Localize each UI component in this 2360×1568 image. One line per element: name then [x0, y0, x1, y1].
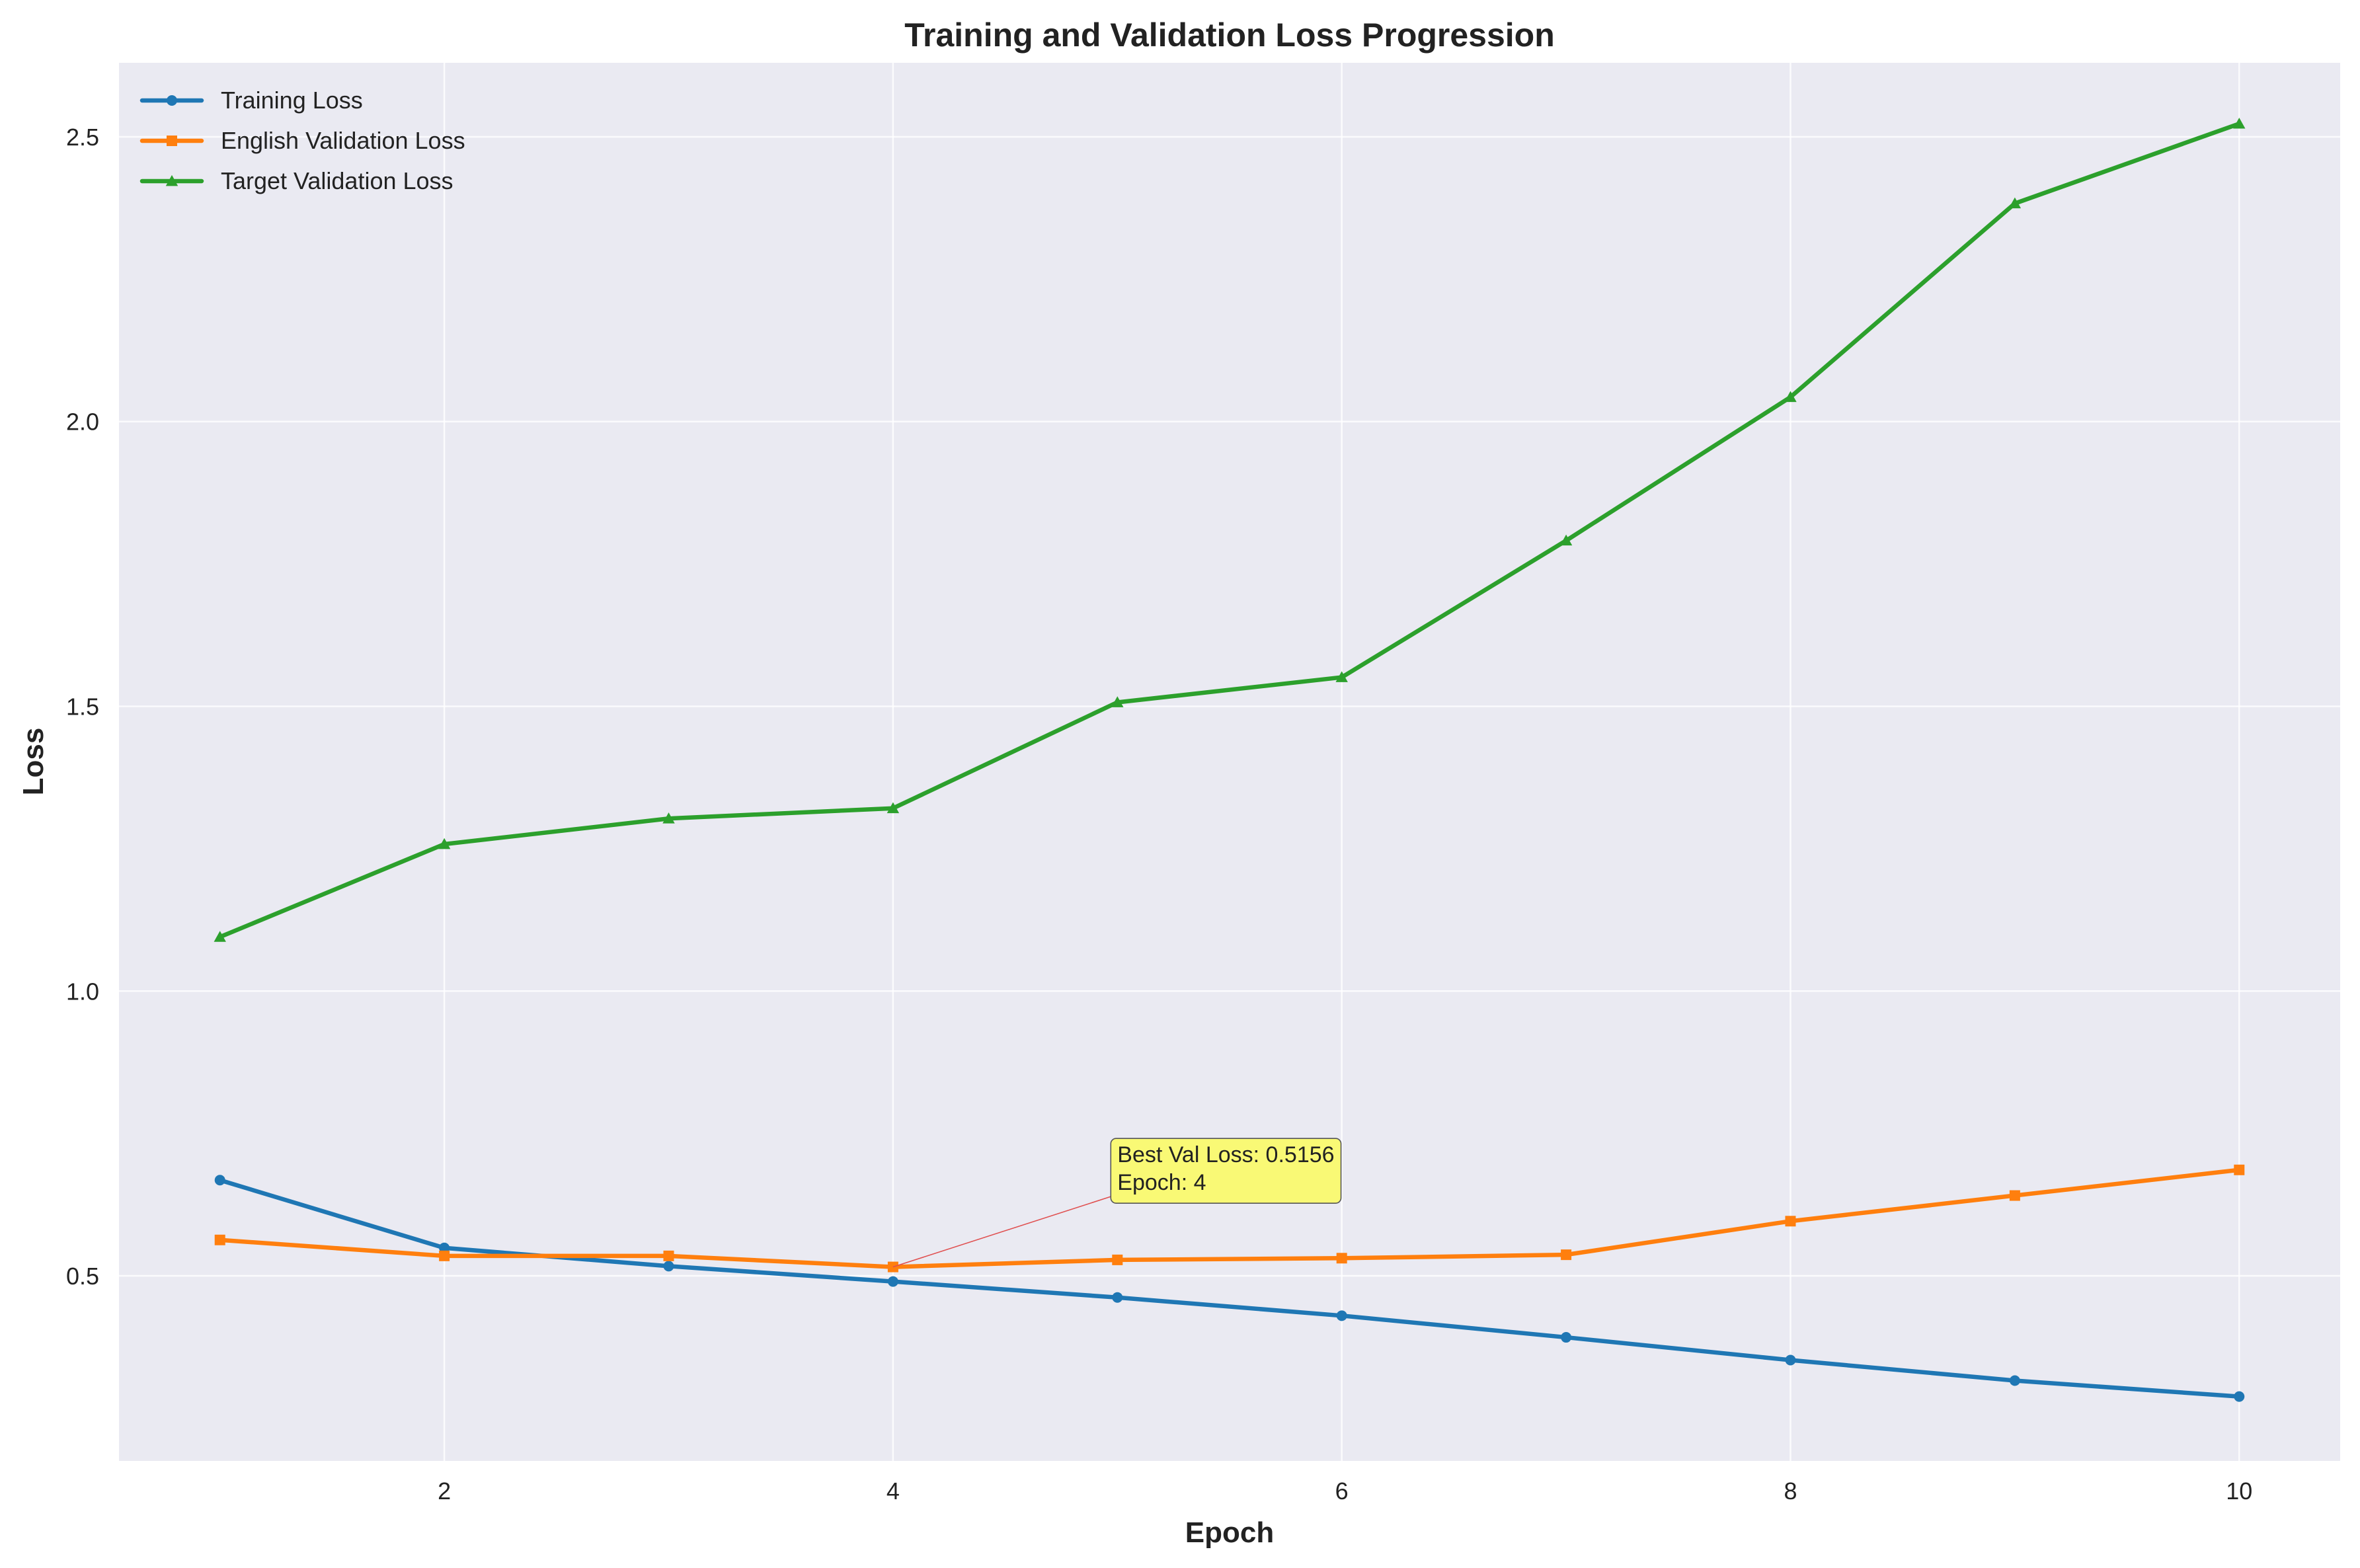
data-point-training-loss	[1785, 1354, 1796, 1366]
x-axis-ticks: 2 4 6 8 10	[438, 1477, 2252, 1505]
legend-label-training-loss: Training Loss	[221, 87, 363, 114]
y-tick-label: 2.5	[66, 124, 99, 151]
legend-marker-training-loss	[167, 95, 177, 106]
plot-area	[119, 63, 2340, 1461]
legend-item-target-validation-loss: Target Validation Loss	[139, 167, 453, 194]
legend-item-training-loss: Training Loss	[139, 87, 363, 114]
grid	[119, 63, 2340, 1461]
data-point-target-validation-loss	[1111, 696, 1124, 707]
data-point-training-loss	[663, 1261, 674, 1272]
y-tick-label: 1.0	[66, 978, 99, 1005]
data-point-training-loss	[887, 1276, 898, 1287]
data-point-english-validation-loss	[214, 1234, 225, 1245]
legend-label-english-validation-loss: English Validation Loss	[221, 127, 465, 154]
series-line-english-validation-loss	[217, 1167, 2242, 1269]
y-tick-label: 2.0	[66, 409, 99, 436]
x-tick-label: 4	[886, 1477, 900, 1505]
legend-label-target-validation-loss: Target Validation Loss	[221, 167, 453, 194]
legend-marker-english-validation-loss	[167, 136, 177, 146]
data-point-english-validation-loss	[1336, 1253, 1347, 1264]
data-point-target-validation-loss	[214, 931, 226, 942]
legend: Training Loss English Validation Loss Targ…	[139, 87, 465, 194]
data-point-english-validation-loss	[439, 1250, 450, 1261]
series-english-validation-loss	[214, 1164, 2245, 1273]
data-point-english-validation-loss	[2009, 1190, 2020, 1201]
series-layer	[214, 117, 2246, 1402]
y-axis-label: Loss	[17, 728, 50, 796]
data-point-training-loss	[1561, 1332, 1572, 1343]
x-axis-label: Epoch	[1185, 1516, 1274, 1549]
data-point-training-loss	[214, 1175, 225, 1186]
data-point-english-validation-loss	[1561, 1249, 1572, 1261]
data-point-target-validation-loss	[1559, 534, 1573, 546]
y-axis-ticks: 0.5 1.0 1.5 2.0 2.5	[66, 124, 99, 1290]
data-point-target-validation-loss	[2233, 117, 2246, 129]
data-point-training-loss	[1112, 1292, 1123, 1303]
data-point-english-validation-loss	[1112, 1254, 1123, 1265]
data-point-target-validation-loss	[886, 802, 900, 814]
data-point-target-validation-loss	[438, 838, 451, 849]
legend-marker-target-validation-loss	[165, 175, 178, 186]
data-point-target-validation-loss	[2008, 197, 2022, 209]
data-point-training-loss	[1336, 1310, 1347, 1321]
data-point-training-loss	[439, 1242, 450, 1253]
chart-title: Training and Validation Loss Progression	[904, 17, 1555, 54]
annotation-arrow	[892, 1196, 1111, 1268]
y-tick-label: 0.5	[66, 1263, 99, 1290]
y-tick-label: 1.5	[66, 693, 99, 721]
data-point-target-validation-loss	[662, 812, 675, 824]
series-line-target-validation-loss	[217, 121, 2242, 939]
legend-item-english-validation-loss: English Validation Loss	[139, 127, 465, 154]
data-point-english-validation-loss	[663, 1250, 674, 1261]
annotation: Best Val Loss: 0.5156 Epoch: 4	[892, 1138, 1342, 1268]
data-point-target-validation-loss	[1784, 391, 1797, 403]
series-target-validation-loss	[214, 117, 2246, 942]
annotation-line-best: Best Val Loss: 0.5156	[1117, 1142, 1334, 1167]
annotation-line-epoch: Epoch: 4	[1117, 1170, 1206, 1195]
x-tick-label: 8	[1784, 1477, 1797, 1505]
data-point-english-validation-loss	[2234, 1164, 2245, 1175]
annotation-box	[1110, 1138, 1342, 1204]
x-tick-label: 6	[1335, 1477, 1349, 1505]
data-point-training-loss	[2234, 1391, 2245, 1402]
data-point-english-validation-loss	[1785, 1216, 1796, 1227]
data-point-target-validation-loss	[1335, 671, 1348, 682]
data-point-training-loss	[2009, 1375, 2020, 1386]
x-tick-label: 10	[2226, 1477, 2252, 1505]
x-tick-label: 2	[438, 1477, 451, 1505]
